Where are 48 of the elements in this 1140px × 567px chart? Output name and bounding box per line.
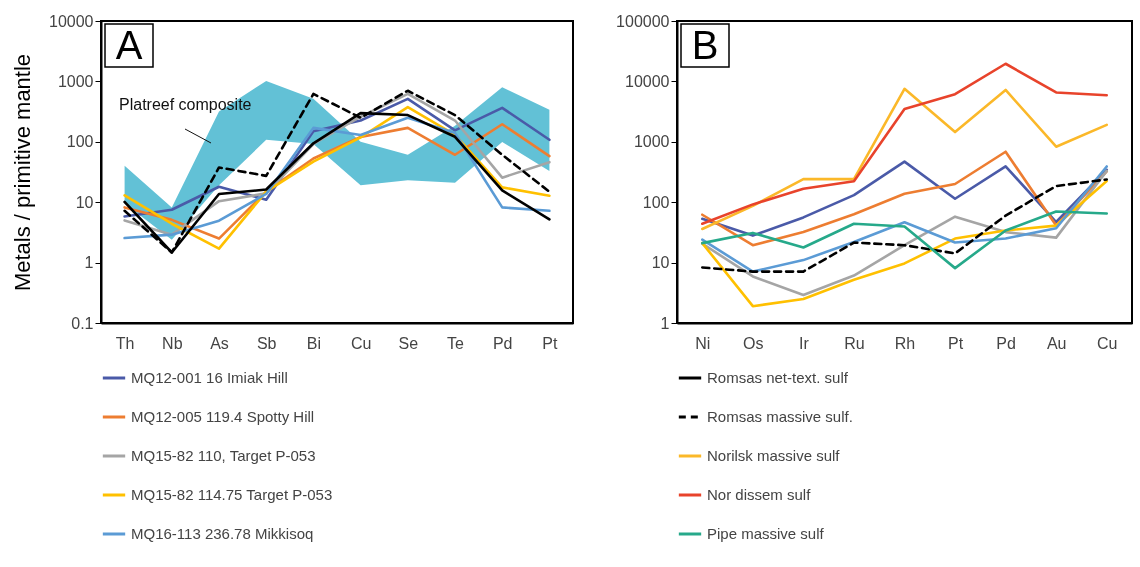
line-series [700,87,1109,231]
legend-label: MQ12-005 119.4 Spotty Hill [131,408,315,425]
x-tick-label: Cu [350,334,372,352]
legend-label: MQ16-113 236.78 Mikkisoq [131,525,314,542]
y-tick-label: 10 [75,193,94,211]
x-tick-label: Pd [996,334,1016,352]
y-tick-label: 10000 [49,12,94,30]
y-axis-title: Metals / primitive mantle [10,53,36,292]
x-tick-label: Pt [947,334,964,352]
y-tick-label: 100000 [616,12,670,30]
line-series [700,210,1109,270]
legend-label: Nor dissem sulf [707,486,812,503]
x-tick-label: Rh [894,334,916,352]
y-tick-label: 0.1 [71,314,94,332]
legend-label: Romsas net-text. sulf [707,369,849,386]
y-tick-label: 100 [642,193,670,211]
legend-label: Romsas massive sulf. [707,408,853,425]
y-tick-label: 10000 [625,72,670,90]
x-tick-label: Ir [799,334,810,352]
y-tick-label: 1 [84,254,94,272]
legend-label: Pipe massive sulf [707,525,825,542]
x-tick-label: Sb [256,334,277,352]
legend-label: Norilsk massive sulf [707,447,841,464]
y-tick-label: 1000 [633,133,670,151]
legend-label: MQ15-82 110, Target P-053 [131,447,316,464]
y-tick-label: 1000 [57,72,94,90]
x-tick-label: Pd [492,334,513,352]
legend-label: MQ15-82 114.75 Target P-053 [131,486,333,503]
x-tick-label: Au [1046,334,1067,352]
x-tick-label: Pt [542,334,559,352]
line-series [700,62,1109,226]
y-tick-label: 1 [660,314,670,332]
x-tick-label: Os [743,334,764,352]
line-series [700,179,1109,308]
y-tick-label: 10 [651,254,670,272]
x-tick-label: Se [398,334,419,352]
x-tick-label: Bi [306,334,322,352]
legend-label: MQ12-001 16 Imiak Hill [131,369,288,386]
y-tick-label: 100 [66,133,94,151]
x-tick-label: Ru [844,334,865,352]
x-tick-label: Ni [695,334,711,352]
chart-title: B [691,23,719,67]
x-tick-label: Nb [162,334,183,352]
x-tick-label: Cu [1097,334,1118,352]
x-tick-label: Te [447,334,465,352]
x-tick-label: Th [115,334,135,352]
x-tick-label: As [210,334,229,352]
chart-title: A [115,23,143,67]
